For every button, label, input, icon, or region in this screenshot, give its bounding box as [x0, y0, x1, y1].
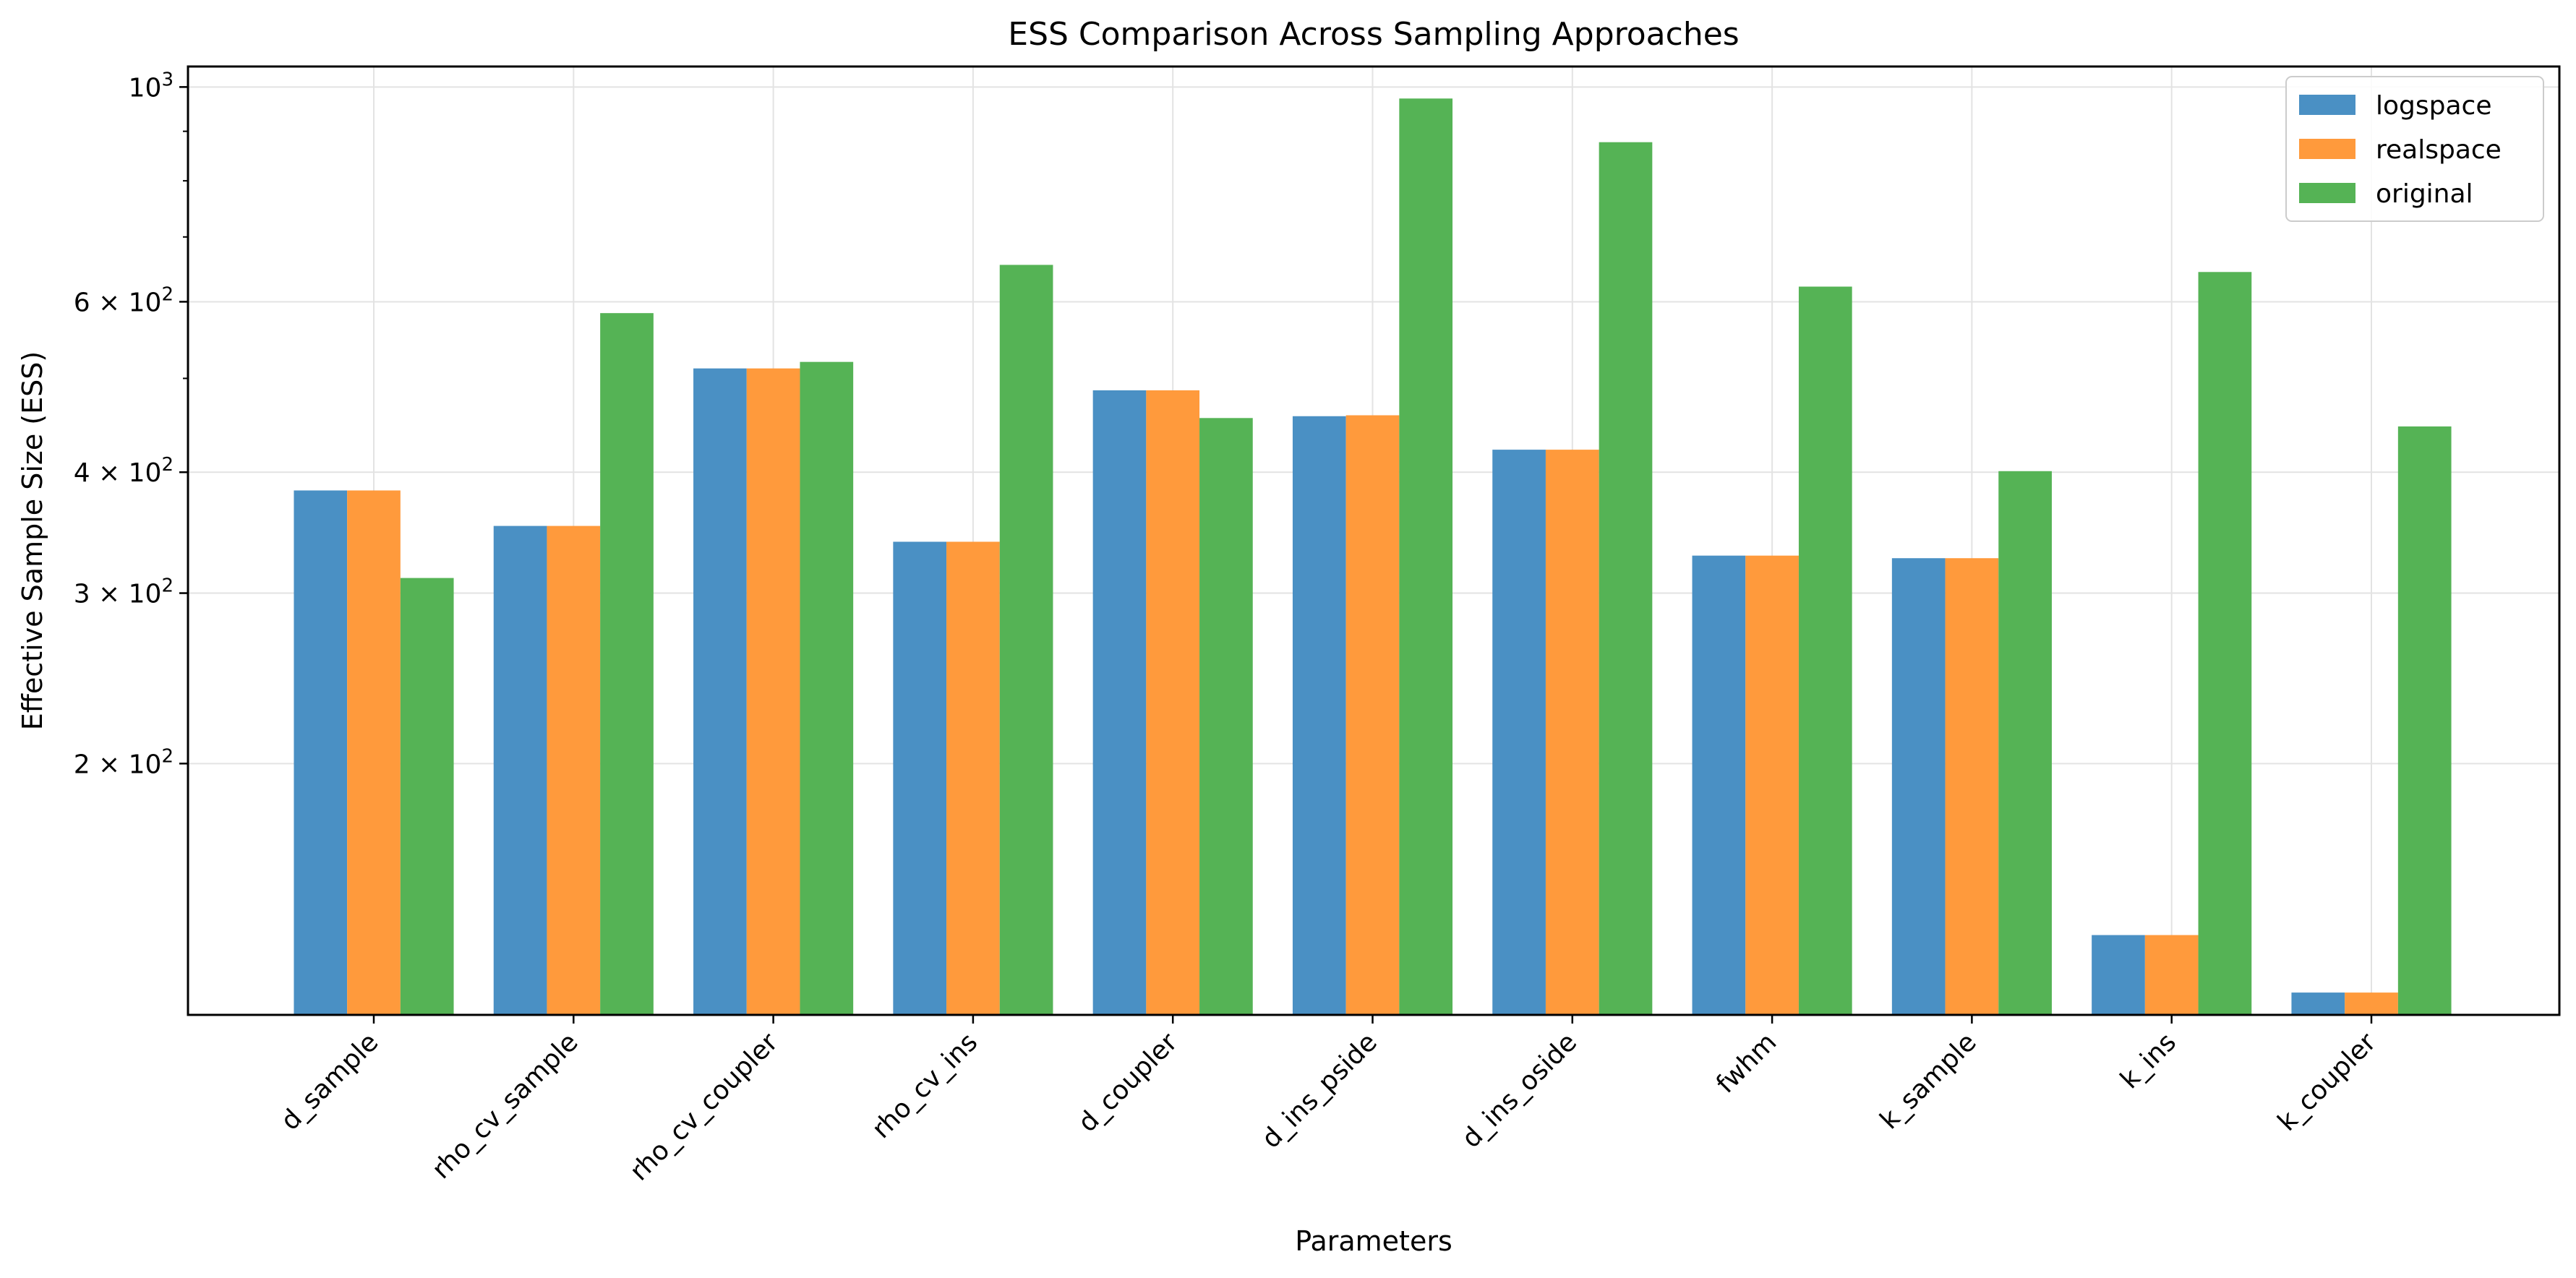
bar-original — [800, 361, 854, 1016]
x-axis-label: Parameters — [1295, 1225, 1452, 1257]
bar-logspace — [1092, 390, 1147, 1015]
legend-swatch-original — [2299, 183, 2355, 203]
legend: logspace realspace original — [2285, 76, 2544, 222]
bar-logspace — [1891, 558, 1946, 1015]
legend-swatch-logspace — [2299, 95, 2355, 115]
bar-original — [1599, 142, 1653, 1015]
bar-realspace — [946, 541, 1000, 1015]
bar-realspace — [1146, 390, 1200, 1015]
y-axis: 103 6 × 102 4 × 102 3 × 102 2 × 102 — [74, 69, 188, 779]
bar-realspace — [1345, 415, 1400, 1015]
y-tick-label: 103 — [129, 69, 174, 103]
bar-logspace — [693, 368, 747, 1016]
bar-logspace — [294, 490, 348, 1015]
bar-realspace — [547, 526, 601, 1015]
y-tick-label: 2 × 102 — [74, 745, 174, 779]
bar-realspace — [2345, 992, 2398, 1015]
y-tick-label: 4 × 102 — [74, 454, 174, 488]
bar-original — [999, 265, 1053, 1016]
bars — [294, 98, 2452, 1016]
bar-logspace — [1692, 555, 1746, 1015]
bar-realspace — [746, 368, 800, 1016]
bar-realspace — [1545, 450, 1599, 1015]
bar-logspace — [893, 541, 947, 1015]
plot-frame — [187, 65, 2561, 1016]
legend-label-realspace: realspace — [2376, 135, 2502, 165]
bar-logspace — [1292, 416, 1346, 1015]
bar-original — [1998, 471, 2052, 1015]
bar-realspace — [2144, 935, 2199, 1015]
chart-title: ESS Comparison Across Sampling Approache… — [1008, 16, 1739, 53]
bar-original — [1798, 286, 1852, 1016]
bar-logspace — [1492, 450, 1546, 1015]
bar-original — [1399, 98, 1453, 1015]
y-tick-label: 3 × 102 — [74, 575, 174, 609]
bar-original — [400, 578, 454, 1015]
bar-logspace — [493, 526, 547, 1015]
bar-original — [2397, 426, 2452, 1015]
bar-original — [600, 313, 654, 1015]
bar-realspace — [1745, 555, 1799, 1015]
legend-label-logspace: logspace — [2376, 91, 2492, 121]
bar-logspace — [2092, 935, 2145, 1015]
y-tick-label: 6 × 102 — [74, 283, 174, 317]
bar-original — [2198, 272, 2252, 1015]
legend-swatch-realspace — [2299, 139, 2355, 159]
bar-logspace — [2291, 992, 2345, 1015]
y-axis-label: Effective Sample Size (ESS) — [17, 351, 48, 730]
bar-realspace — [347, 490, 401, 1015]
bar-original — [1199, 418, 1253, 1015]
bar-realspace — [1945, 558, 1999, 1015]
legend-label-original: original — [2376, 179, 2473, 209]
